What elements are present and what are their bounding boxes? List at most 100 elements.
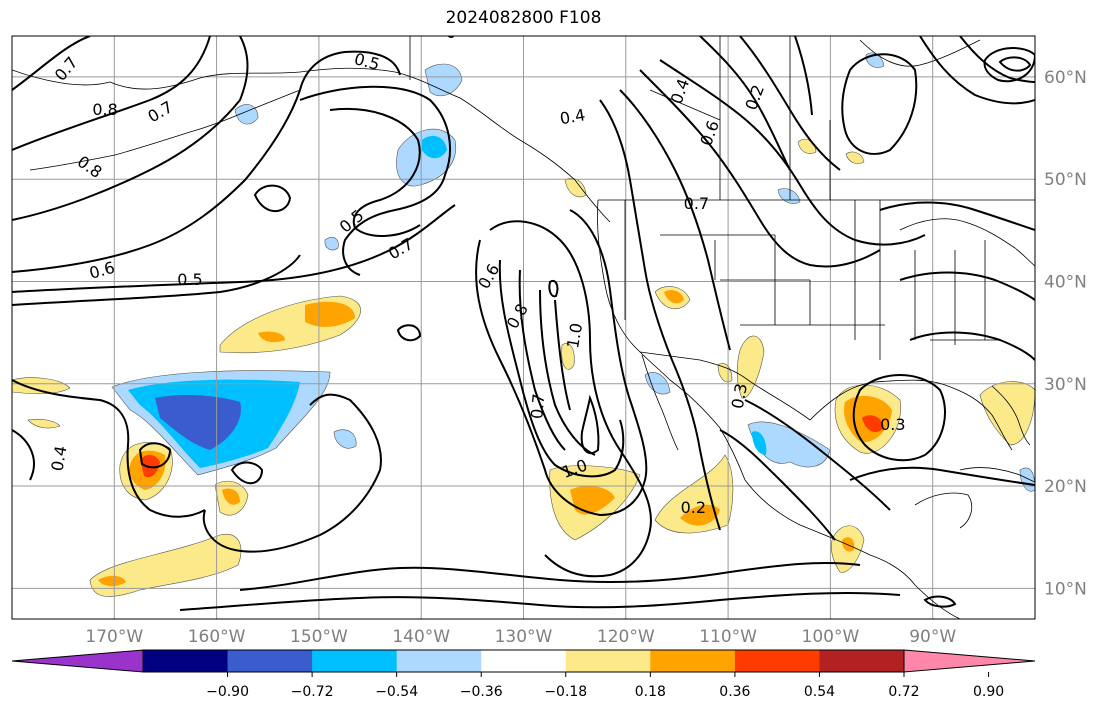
contour-east-band-1 — [879, 201, 1035, 231]
contour-ring-c — [12, 36, 249, 221]
colorbar-segment — [734, 650, 820, 672]
contour-ring-d — [12, 50, 401, 273]
lon-label: 170°W — [85, 627, 143, 647]
contour-northeast-closed — [983, 47, 1035, 83]
contour-ridge-loop — [329, 108, 421, 237]
aleutian-islands — [29, 89, 301, 171]
pos-anomaly-north-pacific-core — [305, 301, 355, 327]
contour-trough-2 — [475, 209, 648, 517]
colorbar-tick-label: 0.72 — [888, 684, 919, 700]
contour-east-ridge-5 — [699, 36, 791, 171]
neg-anomaly-gulf-alaska-core — [422, 135, 447, 159]
neg-anomaly-baja — [644, 372, 671, 395]
contour-small-closed — [548, 279, 559, 298]
contour-east-band-2 — [899, 271, 1035, 301]
colorbar-frame — [142, 649, 905, 673]
contour-east-ridge-1 — [599, 99, 721, 531]
lon-label: 130°W — [495, 627, 553, 647]
contour-mid-pacific-loop — [299, 85, 451, 276]
lon-label: 90°W — [909, 627, 956, 647]
contour-east-ridge-4 — [659, 59, 926, 246]
lon-label: 100°W — [802, 627, 860, 647]
colorbar-segment — [396, 650, 482, 672]
lon-label: 160°W — [188, 627, 246, 647]
contour-ring-b — [12, 36, 211, 151]
neg-anomaly-mexico — [747, 421, 831, 468]
lon-label: 110°W — [699, 627, 757, 647]
colorbar-extend-low — [11, 649, 144, 673]
contour-canada-loop — [841, 53, 918, 155]
contour-northeast-inner — [998, 56, 1032, 72]
yucatan — [914, 492, 973, 529]
colorbar-tick-label: −0.90 — [206, 684, 249, 700]
neg-anomaly-small-2 — [324, 236, 339, 251]
lat-label: 20°N — [1044, 477, 1087, 497]
us-mexico-border — [639, 351, 811, 421]
contour-northeast-1 — [919, 36, 1035, 105]
cuba — [959, 467, 1035, 483]
neg-anomaly-mexico-core — [752, 431, 767, 455]
contour-subtropical-2 — [202, 393, 382, 553]
contour-east-tropical — [849, 466, 1035, 486]
colorbar-segment — [819, 650, 905, 672]
contour-label: 0.7 — [684, 194, 709, 213]
alaska-coast — [12, 67, 611, 223]
colorbar-tick-label: −0.54 — [375, 684, 418, 700]
lat-label: 30°N — [1044, 375, 1087, 395]
contour-subtropical-1 — [12, 429, 35, 481]
pos-anomaly-south-hawaii-core — [222, 488, 240, 505]
neg-anomaly-central-pacific-core — [155, 395, 241, 450]
neg-anomaly-small-3 — [333, 429, 357, 449]
contour-loop-hawaii-2 — [138, 442, 172, 469]
colorbar-segment — [481, 650, 567, 672]
contour-trough-7 — [580, 394, 600, 455]
contour-mexico-1 — [719, 429, 836, 541]
colorbar-tick-label: 0.18 — [635, 684, 666, 700]
contour-trough-1 — [489, 220, 652, 578]
contour-loop-hawaii — [230, 461, 264, 485]
contour-trough-4 — [518, 269, 566, 451]
contour-label: 0.3 — [728, 382, 751, 410]
pos-anomaly-north-pacific-core-2 — [258, 331, 285, 343]
colorbar-segment — [565, 650, 651, 672]
pos-anomaly-east-pacific-core — [570, 485, 615, 515]
pos-anomaly-gulf-core — [862, 415, 884, 433]
contour-east-ridge-3 — [639, 69, 881, 268]
latitude-labels: 60°N 50°N 40°N 30°N 20°N 10°N — [1044, 68, 1087, 599]
pos-anomaly-tropical-west-core — [98, 575, 126, 587]
contour-trough-6 — [554, 299, 571, 411]
contour-mexico-2 — [744, 399, 891, 511]
neg-anomaly-alaska-coast — [424, 63, 463, 96]
colorbar-tick-label: −0.72 — [291, 684, 334, 700]
lon-label: 140°W — [392, 627, 450, 647]
contour-loop-small-mid — [396, 324, 422, 342]
lon-label: 150°W — [290, 627, 348, 647]
contour-label: 0.7 — [527, 393, 548, 420]
contour-southern-band — [239, 562, 861, 591]
contour-lines — [12, 36, 1035, 611]
contour-tropical-band — [179, 591, 901, 611]
colorbar: −0.90 −0.72 −0.54 −0.36 −0.18 0.18 0.36 0.54 0.7… — [11, 649, 1036, 700]
lat-label: 60°N — [1044, 68, 1087, 88]
contour-small-loop — [253, 184, 292, 212]
contour-ring-f — [12, 254, 301, 306]
contour-label: 0.2 — [681, 498, 706, 517]
state-lines — [624, 200, 1000, 360]
colorbar-tick-label: 0.36 — [719, 684, 750, 700]
colorbar-tick-label: −0.18 — [544, 684, 587, 700]
pos-anomaly-canada-2 — [845, 151, 865, 164]
chart-title: 2024082800 F108 — [445, 8, 602, 28]
pos-anomaly-west-1 — [12, 377, 71, 395]
contour-trough-5 — [539, 289, 596, 456]
contour-northeast-2 — [959, 36, 1035, 83]
contour-ring-a — [12, 36, 91, 91]
contour-label: 0.4 — [47, 444, 70, 472]
pos-anomaly-hawaii-core — [140, 454, 160, 478]
lat-label: 50°N — [1044, 170, 1087, 190]
pos-anomaly-tropical-west — [89, 533, 242, 597]
florida-peninsula — [991, 385, 1031, 446]
contour-label: 0.5 — [177, 270, 202, 289]
colorbar-segment — [227, 650, 313, 672]
contour-ring-e — [12, 204, 456, 293]
contour-east-ridge-7 — [794, 36, 813, 116]
